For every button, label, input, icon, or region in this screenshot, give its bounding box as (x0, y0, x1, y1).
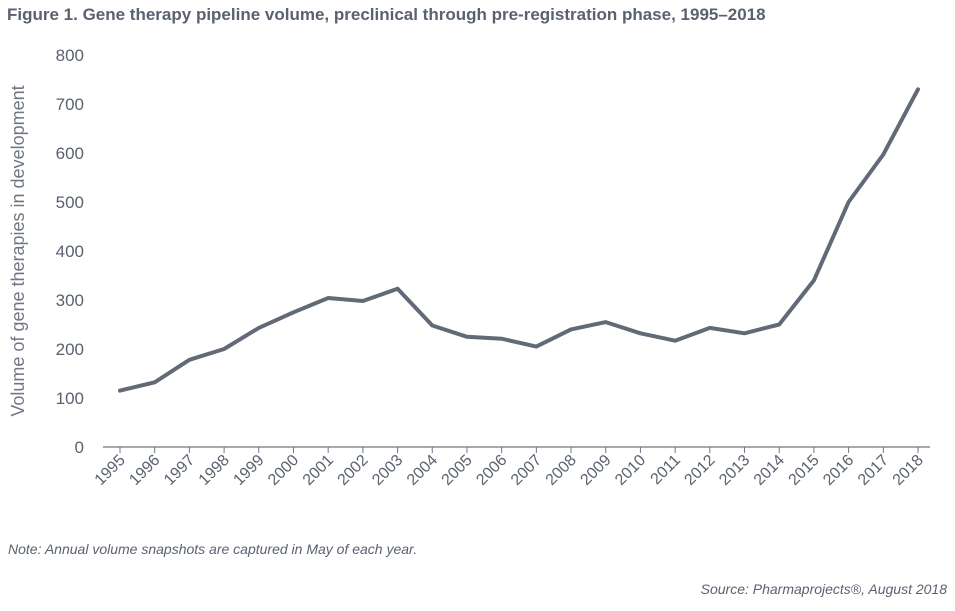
y-tick-label: 200 (56, 340, 84, 359)
x-tick-label: 2003 (369, 452, 406, 489)
x-tick-label: 2004 (404, 452, 441, 489)
series-line (118, 87, 920, 393)
x-tick-label: 1995 (92, 452, 129, 489)
y-tick-label: 700 (56, 95, 84, 114)
x-tick-label: 2018 (890, 452, 927, 489)
x-tick-label: 2001 (300, 452, 337, 489)
x-tick-label: 2006 (473, 452, 510, 489)
y-tick-label: 500 (56, 193, 84, 212)
y-tick-label: 600 (56, 144, 84, 163)
x-tick-label: 2011 (648, 452, 684, 488)
y-tick-label: 800 (56, 46, 84, 65)
x-tick-label: 2013 (716, 452, 753, 489)
x-tick-label: 1999 (230, 452, 267, 489)
x-tick-label: 2007 (508, 452, 545, 489)
y-axis-label: Volume of gene therapies in development (8, 85, 28, 416)
x-tick-label: 2000 (265, 452, 302, 489)
x-tick-label: 1997 (161, 452, 198, 489)
y-tick-label: 100 (56, 389, 84, 408)
x-tick-label: 2008 (543, 452, 580, 489)
y-axis-ticks: 0 100 200 300 400 500 600 700 800 (56, 46, 84, 457)
y-tick-label: 300 (56, 291, 84, 310)
x-tick-label: 2017 (855, 452, 892, 489)
x-tick-label: 1996 (126, 452, 163, 489)
x-tick-label: 1998 (196, 452, 233, 489)
footnote: Note: Annual volume snapshots are captur… (8, 541, 418, 557)
y-tick-label: 0 (75, 438, 84, 457)
x-tick-label: 2010 (612, 452, 649, 489)
figure-title: Figure 1. Gene therapy pipeline volume, … (7, 5, 766, 24)
x-tick-label: 2005 (439, 452, 476, 489)
series-layer (118, 87, 920, 393)
x-tick-label: 2009 (577, 452, 614, 489)
x-axis-ticks: 1995199619971998199920002001200220032004… (92, 447, 927, 489)
source-credit: Source: Pharmaprojects®, August 2018 (700, 581, 947, 597)
x-tick-label: 2002 (335, 452, 372, 489)
x-tick-label: 2012 (681, 452, 718, 489)
y-tick-label: 400 (56, 242, 84, 261)
x-tick-label: 2014 (751, 452, 788, 489)
x-tick-label: 2016 (820, 452, 857, 489)
x-tick-label: 2015 (786, 452, 823, 489)
